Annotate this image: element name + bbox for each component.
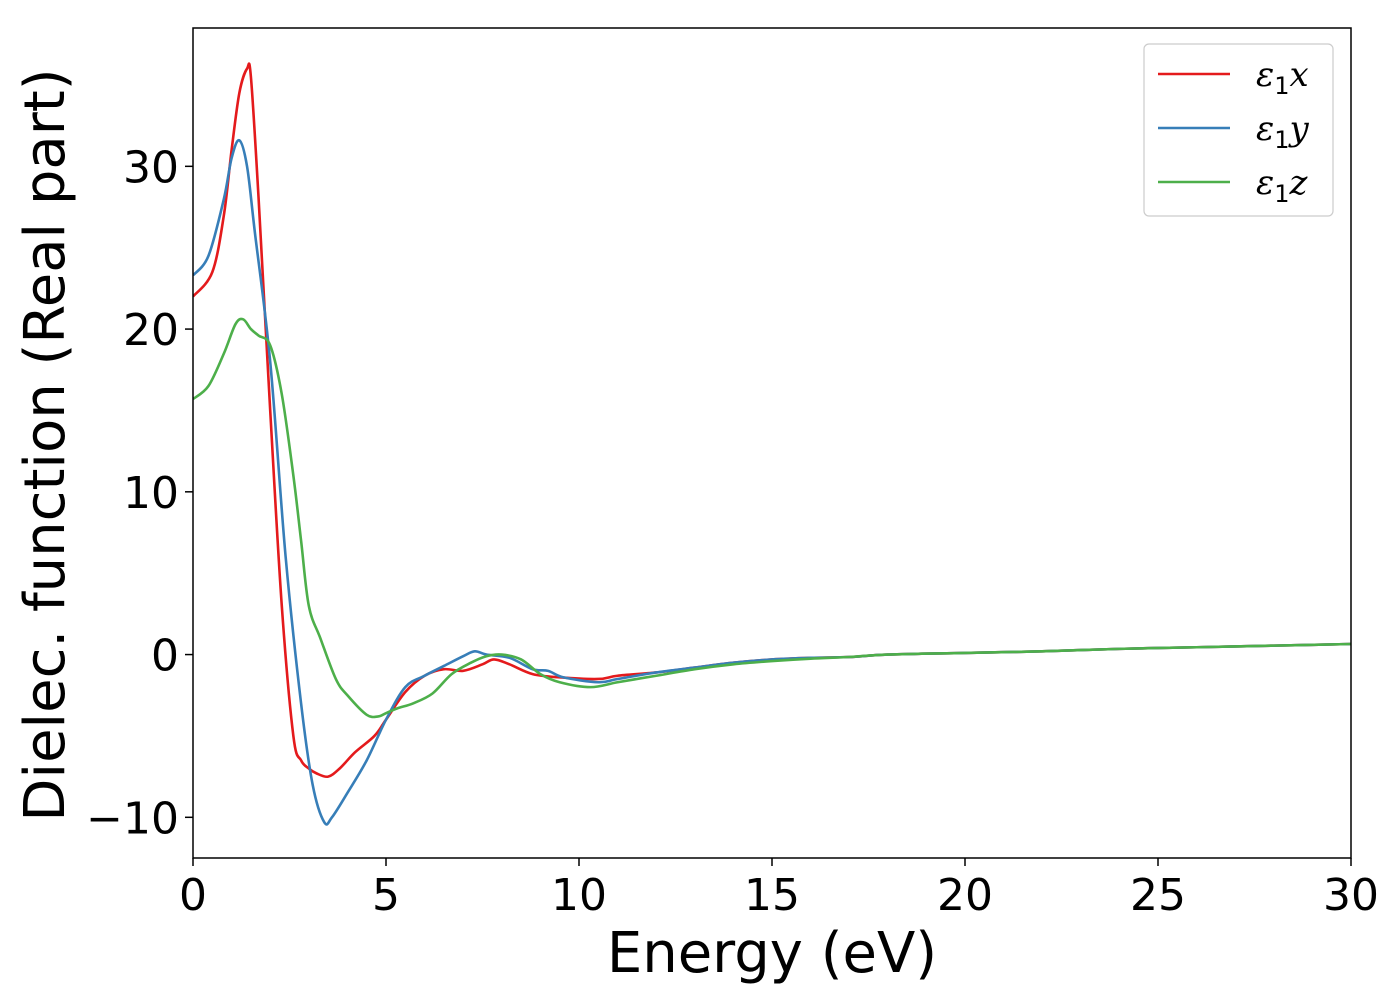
x-tick-label: 20 <box>937 870 993 921</box>
legend-item-z: ε1z <box>1158 163 1309 208</box>
y-tick-label: 30 <box>123 142 179 193</box>
x-tick-label: 25 <box>1130 870 1186 921</box>
legend-label: ε1x <box>1256 55 1309 100</box>
legend-box <box>1143 43 1334 217</box>
series-line-y <box>193 138 1351 826</box>
legend-label: ε1z <box>1256 163 1309 208</box>
x-axis-ticks: 0 5 10 15 20 25 30 <box>179 858 1379 921</box>
y-tick-label: 10 <box>123 468 179 519</box>
legend-item-x: ε1x <box>1158 55 1309 100</box>
legend: ε1x ε1y ε1z <box>1143 43 1334 217</box>
x-tick-label: 15 <box>744 870 800 921</box>
y-axis-label: Dielec. function (Real part) <box>13 68 78 821</box>
legend-item-y: ε1y <box>1158 109 1310 154</box>
y-axis-ticks: −10 0 10 20 30 <box>86 142 193 844</box>
x-axis-label: Energy (eV) <box>607 921 937 986</box>
x-tick-label: 5 <box>372 870 400 921</box>
series-layer <box>193 62 1351 826</box>
x-tick-label: 10 <box>551 870 607 921</box>
series-line-z <box>193 317 1351 719</box>
x-tick-label: 0 <box>179 870 207 921</box>
y-tick-label: −10 <box>86 793 179 844</box>
y-tick-label: 20 <box>123 305 179 356</box>
y-tick-label: 0 <box>151 631 179 682</box>
legend-label: ε1y <box>1256 109 1310 154</box>
x-tick-label: 30 <box>1323 870 1379 921</box>
